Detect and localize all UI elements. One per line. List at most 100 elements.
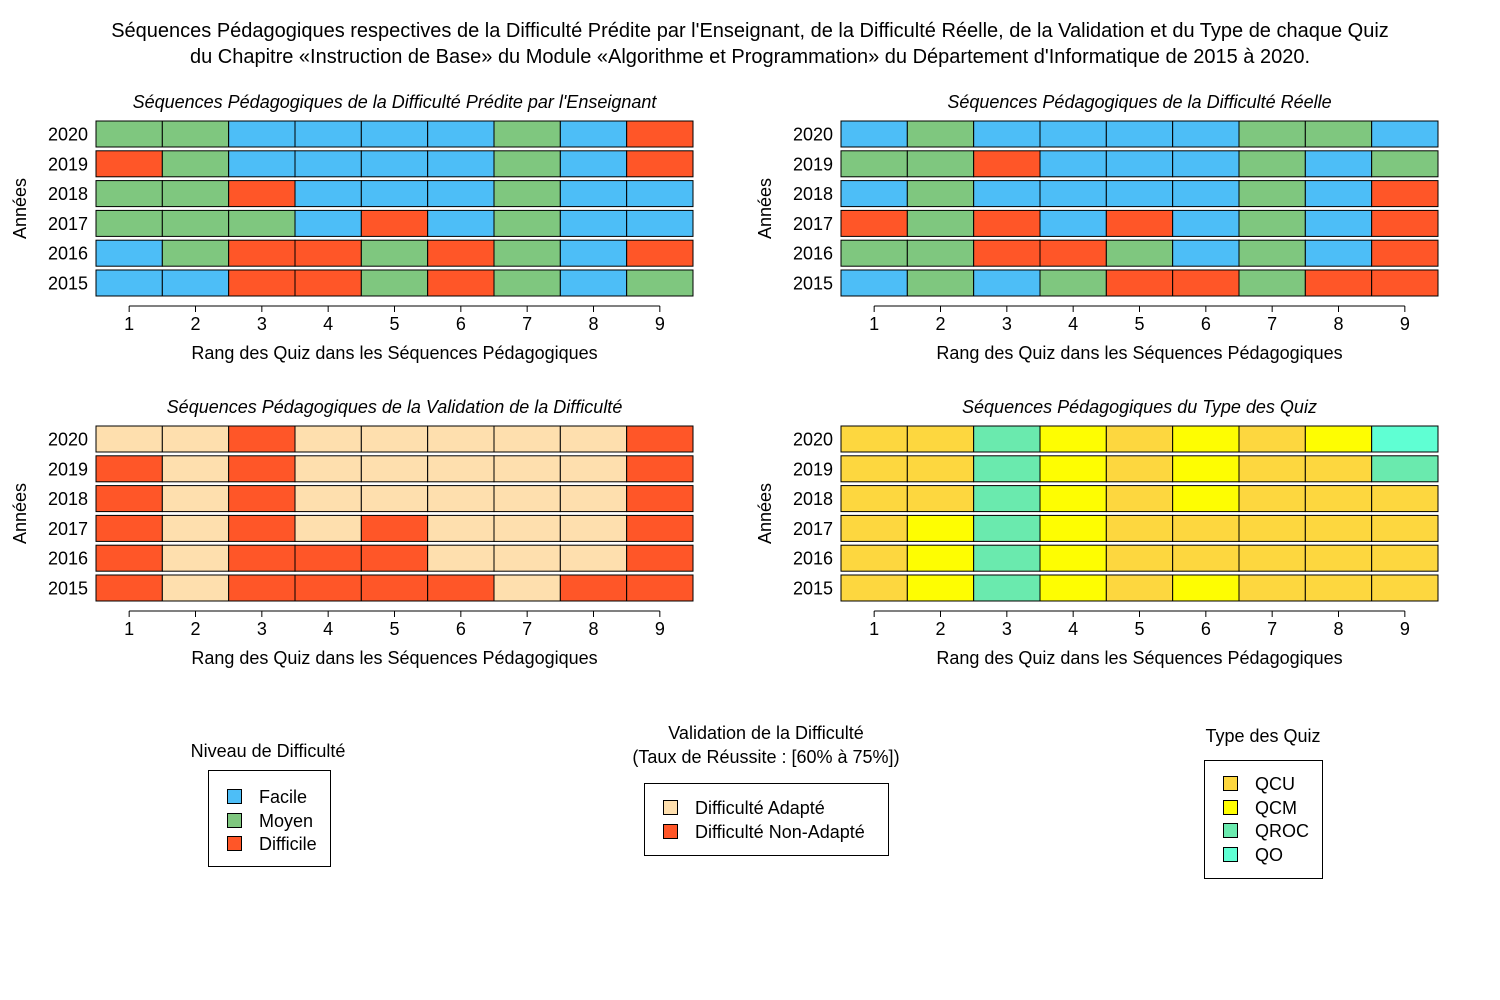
panel-1-cell-2018-4 <box>294 180 362 208</box>
legend-3-title-line: Type des Quiz <box>1205 726 1321 746</box>
panel-3-cell-2018-9 <box>626 485 694 513</box>
panel-3-cell-2020-4 <box>294 425 362 453</box>
panel-1-cell-2017-2 <box>161 209 230 237</box>
panel-1-cell-2017-8 <box>559 209 628 237</box>
panel-1-cell-2018-7 <box>493 180 561 208</box>
panel-1-cell-2017-4 <box>294 209 362 237</box>
panel-3-x-tick-label: 6 <box>456 619 466 639</box>
panel-2-cell-2018-5 <box>1105 180 1174 208</box>
panel-1-cell-2016-4 <box>294 239 362 267</box>
panel-2-cell-2016-2 <box>906 239 975 267</box>
panel-4-x-axis-label: Rang des Quiz dans les Séquences Pédagog… <box>936 648 1342 668</box>
panel-2-cell-2020-1 <box>840 120 908 148</box>
panel-2-cell-2018-1 <box>840 180 908 208</box>
panel-2-cell-2015-6 <box>1172 269 1240 297</box>
panel-4-x-tick-label: 5 <box>1134 619 1144 639</box>
panel-4-x-tick-label: 9 <box>1400 619 1410 639</box>
panel-4-cell-2018-1 <box>840 485 908 513</box>
panel-3-y-tick-label: 2016 <box>48 549 88 569</box>
panel-3-cell-2016-3 <box>228 544 296 572</box>
panel-4-cell-2018-8 <box>1304 485 1373 513</box>
panel-4-cell-2018-2 <box>906 485 975 513</box>
panel-3-cell-2017-2 <box>161 514 230 542</box>
panel-1-cell-2018-3 <box>228 180 296 208</box>
panel-2-y-tick-label: 2015 <box>793 274 833 294</box>
panel-4-cell-2019-7 <box>1238 455 1306 483</box>
panel-4-cell-2017-3 <box>973 514 1041 542</box>
panel-4-y-tick-label: 2016 <box>793 549 833 569</box>
panel-4-cell-2016-5 <box>1105 544 1174 572</box>
panel-2-x-tick-label: 9 <box>1400 314 1410 334</box>
panel-3-cell-2015-7 <box>493 574 561 602</box>
panel-1-cell-2020-5 <box>360 120 429 148</box>
panel-3-cell-2020-8 <box>559 425 628 453</box>
panel-4-cell-2016-2 <box>906 544 975 572</box>
figure-title-line-1: Séquences Pédagogiques respectives de la… <box>111 20 1389 42</box>
panel-1-cell-2018-5 <box>360 180 429 208</box>
panel-4-cell-2015-3 <box>973 574 1041 602</box>
panel-4-title: Séquences Pédagogiques du Type des Quiz <box>962 397 1317 417</box>
panel-4-cell-2018-6 <box>1172 485 1240 513</box>
legend-swatch <box>227 789 242 804</box>
legend-swatch <box>663 800 678 815</box>
panel-3-cell-2017-3 <box>228 514 296 542</box>
panel-4-cell-2017-9 <box>1371 514 1439 542</box>
panel-4-x-tick-label: 1 <box>869 619 879 639</box>
panel-2-cell-2020-5 <box>1105 120 1174 148</box>
panel-3-cell-2015-8 <box>559 574 628 602</box>
panel-1-cell-2020-1 <box>95 120 163 148</box>
panel-3-y-tick-label: 2018 <box>48 489 88 509</box>
panel-2-cell-2017-5 <box>1105 209 1174 237</box>
panel-3-cell-2015-1 <box>95 574 163 602</box>
panel-3-cell-2015-4 <box>294 574 362 602</box>
panel-2-cell-2019-2 <box>906 150 975 178</box>
panel-2-cell-2015-9 <box>1371 269 1439 297</box>
panel-3-cell-2015-5 <box>360 574 429 602</box>
panel-4-cell-2015-7 <box>1238 574 1306 602</box>
panel-4-cell-2016-3 <box>973 544 1041 572</box>
panel-4-cell-2019-1 <box>840 455 908 483</box>
panel-2-y-tick-label: 2017 <box>793 214 833 234</box>
panel-2-cell-2016-4 <box>1039 239 1107 267</box>
panel-2-cell-2016-7 <box>1238 239 1306 267</box>
panel-2-x-tick-label: 3 <box>1002 314 1012 334</box>
panel-1-cell-2017-7 <box>493 209 561 237</box>
panel-3-cell-2020-9 <box>626 425 694 453</box>
panel-4-cell-2015-1 <box>840 574 908 602</box>
panel-2-cell-2019-7 <box>1238 150 1306 178</box>
panel-4-cell-2015-4 <box>1039 574 1107 602</box>
panel-4-cell-2016-9 <box>1371 544 1439 572</box>
panel-2-cell-2015-5 <box>1105 269 1174 297</box>
panel-4-x-tick-label: 6 <box>1201 619 1211 639</box>
legend-item-label: Difficulté Adapté <box>695 798 825 818</box>
panel-2-cell-2017-4 <box>1039 209 1107 237</box>
panel-2-x-tick-label: 1 <box>869 314 879 334</box>
legend-item-label: QROC <box>1255 821 1309 841</box>
panel-3-cell-2016-4 <box>294 544 362 572</box>
panel-1-cell-2020-4 <box>294 120 362 148</box>
panel-2-cell-2019-6 <box>1172 150 1240 178</box>
panel-4-cell-2019-6 <box>1172 455 1240 483</box>
panel-2-y-axis-label: Années <box>755 178 775 239</box>
panel-3-cell-2018-6 <box>427 485 495 513</box>
panel-3-cell-2017-9 <box>626 514 694 542</box>
panel-1-x-tick-label: 6 <box>456 314 466 334</box>
panel-3-x-tick-label: 2 <box>190 619 200 639</box>
panel-2-x-axis-label: Rang des Quiz dans les Séquences Pédagog… <box>936 343 1342 363</box>
panel-1-x-tick-label: 8 <box>588 314 598 334</box>
legend-item-label: Moyen <box>259 810 314 831</box>
panel-2-x-tick-label: 2 <box>935 314 945 334</box>
panel-2-cell-2016-8 <box>1304 239 1373 267</box>
panel-1-cell-2020-7 <box>493 120 561 148</box>
panel-4-cell-2020-6 <box>1172 425 1240 453</box>
panel-1-cell-2015-5 <box>360 269 429 297</box>
figure-title: Séquences Pédagogiques respectives de la… <box>0 18 1500 70</box>
panel-3-cell-2020-3 <box>228 425 296 453</box>
panel-3-cell-2015-3 <box>228 574 296 602</box>
legend-item: QCU <box>1223 773 1295 795</box>
legend-item: QROC <box>1223 820 1309 842</box>
panel-3-cell-2015-2 <box>161 574 230 602</box>
legend-item-label: Difficulté Non-Adapté <box>695 821 865 842</box>
panel-1-y-tick-label: 2020 <box>48 125 88 145</box>
